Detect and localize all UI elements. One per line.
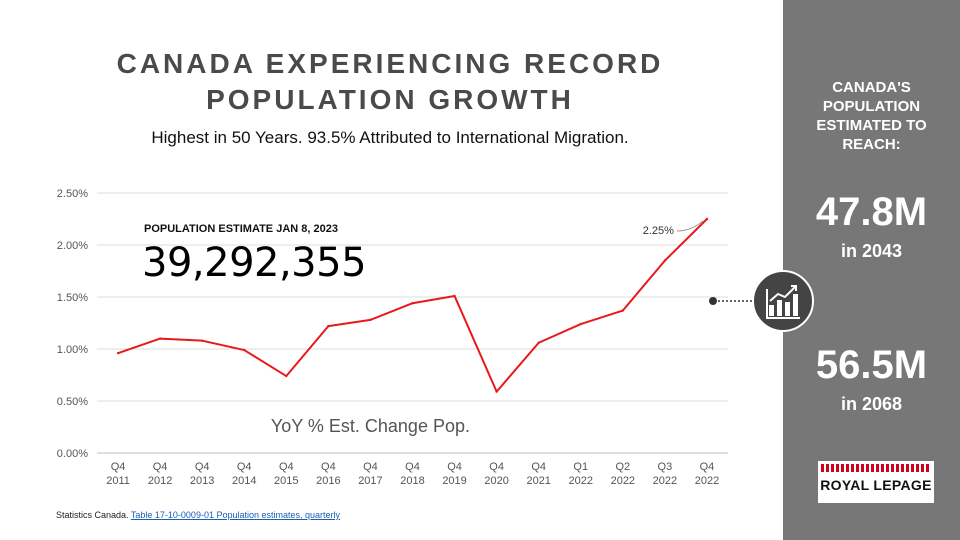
x-tick-label: 2021 [526,475,550,487]
sidebar-heading-line: CANADA'S [832,79,911,96]
x-tick-label: Q4 [321,461,336,473]
x-tick-label: Q3 [658,461,673,473]
data-point [200,339,204,342]
source-note: Statistics Canada. Table 17-10-0009-01 P… [56,510,340,520]
data-point [495,390,498,393]
y-tick-label: 0.50% [57,396,88,408]
chart-title: CANADA EXPERIENCING RECORD POPULATION GR… [90,46,690,118]
x-tick-label: 2013 [190,475,214,487]
sidebar-heading: CANADA'S POPULATION ESTIMATED TO REACH: [783,78,960,154]
y-tick-label: 0.00% [57,448,88,460]
data-point [158,337,162,340]
royal-lepage-logo: ROYAL LEPAGE [818,461,934,503]
estimate-2043-value: 47.8M [815,190,928,234]
x-tick-label: Q4 [531,461,546,473]
logo-stripes [821,464,931,472]
sidebar-heading-line: POPULATION [822,98,921,115]
sidebar: CANADA'S POPULATION ESTIMATED TO REACH: … [783,0,960,540]
x-tick-label: 2022 [569,475,593,487]
data-point [663,259,667,262]
x-tick-label: Q4 [195,461,210,473]
y-tick-label: 2.50% [57,188,88,200]
annotation-leader [676,220,704,232]
annotation-label: 2.25% [643,225,674,237]
series-label: YoY % Est. Change Pop. [271,416,470,436]
x-tick-label: 2019 [442,475,466,487]
x-tick-label: Q4 [489,461,504,473]
estimate-2068-value: 56.5M [815,343,928,387]
x-tick-label: Q2 [615,461,630,473]
estimate-2043-year: in 2043 [840,241,903,261]
y-tick-label: 2.00% [57,240,88,252]
x-tick-label: 2016 [316,475,340,487]
x-tick-label: 2022 [695,475,719,487]
source-prefix: Statistics Canada. [56,510,129,520]
x-tick-label: 2017 [358,475,382,487]
x-tick-label: 2012 [148,475,172,487]
y-tick-label: 1.50% [57,292,88,304]
x-tick-label: 2014 [232,475,256,487]
x-tick-label: 2015 [274,475,298,487]
x-tick-label: Q4 [153,461,168,473]
x-tick-label: Q4 [111,461,126,473]
x-tick-label: 2022 [653,475,677,487]
x-tick-label: 2018 [400,475,424,487]
data-point [327,324,330,328]
x-tick-label: Q4 [700,461,715,473]
data-point [243,348,246,352]
title-line-1: CANADA EXPERIENCING RECORD [116,48,664,79]
bar-chart-icon [766,285,800,319]
x-tick-label: Q4 [363,461,378,473]
x-tick-label: 2011 [106,475,130,487]
data-point [705,217,709,221]
data-point [285,374,288,378]
x-tick-label: Q4 [279,461,294,473]
data-point [369,318,372,322]
data-point [537,341,540,344]
population-value: 39,292,355 [142,240,367,286]
data-point [579,322,582,326]
data-point [116,351,120,355]
x-tick-label: 2022 [611,475,635,487]
connector-dot [709,297,717,305]
x-tick-label: Q4 [405,461,420,473]
line-chart: 0.00% 0.50% 1.00% 1.50% 2.00% 2.50% Q4 2011 Q4 20… [57,188,752,487]
sidebar-heading-line: REACH: [842,136,901,153]
x-tick-label: 2020 [484,475,508,487]
title-line-2: POPULATION GROWTH [206,84,574,115]
chart-subtitle: Highest in 50 Years. 93.5% Attributed to… [151,128,629,147]
x-tick-label: Q1 [573,461,588,473]
source-link[interactable]: Table 17-10-0009-01 Population estimates… [130,510,341,520]
data-point [621,309,625,312]
x-tick-label: Q4 [237,461,252,473]
logo-text: ROYAL LEPAGE [820,477,932,493]
population-label: POPULATION ESTIMATE JAN 8, 2023 [144,223,338,235]
estimate-2068-year: in 2068 [840,394,903,414]
sidebar-heading-line: ESTIMATED TO [816,117,927,134]
y-tick-label: 1.00% [57,344,88,356]
data-point [453,294,456,298]
growth-chart-icon [752,270,814,332]
x-tick-label: Q4 [447,461,462,473]
data-point [411,302,414,305]
